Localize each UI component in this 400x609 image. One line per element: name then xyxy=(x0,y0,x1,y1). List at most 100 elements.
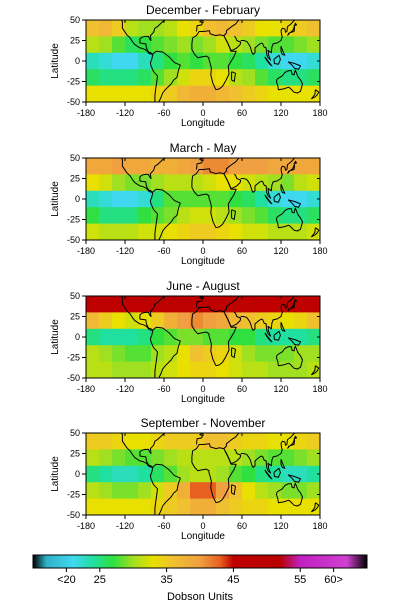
heat-cell xyxy=(112,449,126,467)
heat-cell xyxy=(125,207,139,225)
heat-cell xyxy=(125,69,139,87)
coastline-japan xyxy=(287,22,298,36)
x-tick-label: -180 xyxy=(77,384,95,394)
x-tick-label: 120 xyxy=(273,108,288,118)
coastline-europe xyxy=(196,433,204,445)
heat-cell xyxy=(255,449,269,467)
colorbar-label: Dobson Units xyxy=(167,591,234,603)
heat-cell xyxy=(255,85,269,102)
heat-cell xyxy=(164,36,178,54)
coastline-australia xyxy=(275,69,303,94)
heat-cell xyxy=(86,465,100,483)
heat-cell xyxy=(255,296,269,313)
heat-cell xyxy=(281,174,295,192)
heat-cell xyxy=(307,296,320,313)
heat-cell xyxy=(151,296,165,313)
heat-cell xyxy=(177,85,191,102)
heat-cell xyxy=(307,207,320,225)
panel-title: March - May xyxy=(170,141,237,155)
heat-cell xyxy=(216,158,230,175)
heat-cell xyxy=(99,296,113,313)
heat-cell xyxy=(86,296,100,313)
coastline-south-asia xyxy=(240,433,295,474)
heat-cell xyxy=(203,69,217,87)
y-tick-label: 25 xyxy=(70,449,80,459)
heat-cell xyxy=(294,52,308,70)
heat-cell xyxy=(99,433,113,450)
heat-cell xyxy=(112,223,126,240)
heat-cell xyxy=(112,465,126,483)
heat-cell xyxy=(125,498,139,515)
coastline-new-guinea xyxy=(287,474,301,483)
coastline-south-america xyxy=(149,326,181,378)
coastline-japan xyxy=(287,435,298,449)
heat-cell xyxy=(229,52,243,70)
heat-cell xyxy=(216,498,230,515)
heat-cell xyxy=(86,158,100,175)
heat-cell xyxy=(190,465,204,483)
heat-cell xyxy=(151,52,165,70)
heat-cell xyxy=(86,69,100,87)
coastline-madagascar xyxy=(231,209,236,220)
heat-cell xyxy=(190,223,204,240)
heat-cell xyxy=(151,158,165,175)
heat-cell xyxy=(255,207,269,225)
heat-cell xyxy=(99,328,113,346)
colorbar-tick-label: 35 xyxy=(160,574,172,586)
heat-cell xyxy=(138,345,152,363)
heat-cell xyxy=(203,345,217,363)
heat-cell xyxy=(138,433,152,450)
heat-cell xyxy=(268,345,282,363)
heat-cell xyxy=(229,190,243,208)
coastline-arabia-asia xyxy=(223,20,240,36)
heat-cell xyxy=(177,312,191,330)
heat-cell xyxy=(294,69,308,87)
heat-cell xyxy=(112,190,126,208)
heat-cell xyxy=(255,498,269,515)
heat-cell xyxy=(138,482,152,500)
heat-cell xyxy=(138,20,152,37)
heat-cell xyxy=(281,36,295,54)
heat-cell xyxy=(151,69,165,87)
y-tick-label: 0 xyxy=(75,56,80,66)
heat-cell xyxy=(125,296,139,313)
heat-cell xyxy=(229,296,243,313)
heat-cell xyxy=(216,207,230,225)
heat-cell xyxy=(255,69,269,87)
coastline-new-zealand xyxy=(311,502,320,513)
coastline-arabia-asia xyxy=(223,158,240,174)
coastline-philippines xyxy=(280,322,286,332)
heat-cell xyxy=(203,223,217,240)
heat-cell xyxy=(164,328,178,346)
heat-cell xyxy=(216,52,230,70)
coastline-madagascar xyxy=(231,347,236,358)
x-axis-label: Longitude xyxy=(181,394,225,405)
heat-cell xyxy=(203,36,217,54)
heat-cell xyxy=(294,433,308,450)
heat-cell xyxy=(242,223,256,240)
heat-cell xyxy=(112,433,126,450)
heat-cell xyxy=(255,20,269,37)
heat-cell xyxy=(138,296,152,313)
heat-cell xyxy=(216,328,230,346)
heat-cell xyxy=(125,449,139,467)
coastlines xyxy=(93,296,320,378)
x-tick-label: 180 xyxy=(312,384,327,394)
heat-cell xyxy=(229,345,243,363)
heat-cell xyxy=(281,449,295,467)
heat-cell xyxy=(164,174,178,192)
heat-cell xyxy=(281,85,295,102)
heat-cell xyxy=(229,223,243,240)
x-tick-label: -180 xyxy=(77,108,95,118)
heat-cell xyxy=(307,449,320,467)
heat-cell xyxy=(294,85,308,102)
heat-cell xyxy=(86,361,100,378)
heat-cell xyxy=(307,312,320,330)
heat-cell xyxy=(112,174,126,192)
heat-cell xyxy=(281,52,295,70)
heat-cell xyxy=(86,190,100,208)
coastline-borneo xyxy=(273,467,281,478)
heat-cell xyxy=(112,52,126,70)
heat-cell xyxy=(216,465,230,483)
